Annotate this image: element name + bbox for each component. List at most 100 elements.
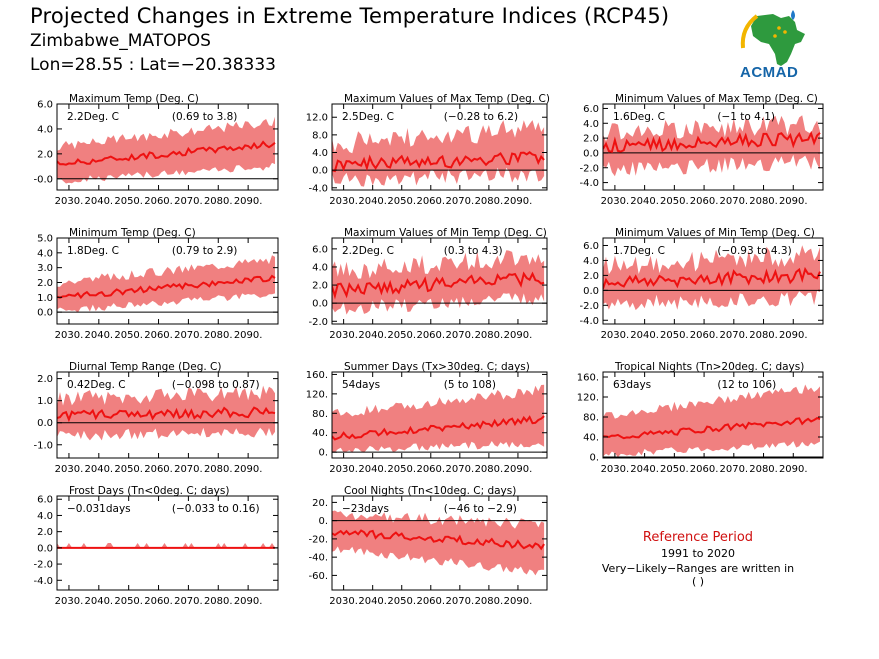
x-tick-label: 2090. [504,464,533,475]
x-tick-label: 2030. [329,596,358,607]
y-tick-label: 80. [583,413,599,424]
median-line [332,151,545,173]
water-drop-icon [791,10,795,20]
y-tick-label: 4.0 [583,256,599,267]
x-tick-label: 2070. [174,596,203,607]
y-tick-label: 0. [318,448,328,459]
plot-frame [56,237,279,325]
panel-stat: 2.2Deg. C [67,111,119,123]
y-tick-label: 3.0 [37,263,53,274]
acmad-logo-text: ACMAD [740,64,799,81]
x-tick-label: 2080. [204,596,233,607]
panel-range: (−1 to 4.1) [717,111,775,123]
chart-panel: -4.0 0.0 4.0 8.0 12.0 2030. 2040. 2050. 2060. 207… [306,93,550,207]
panel-stat: 0.42Deg. C [67,379,126,391]
y-tick-label: 2.0 [37,278,53,289]
station-name: Zimbabwe_MATOPOS [30,31,211,51]
panel-range: (−46 to −2.9) [444,503,517,515]
x-tick-label: 2040. [358,330,387,341]
y-tick-label: 0.0 [583,148,599,159]
x-tick-label: 2080. [475,596,504,607]
range-band [57,116,275,184]
x-tick-label: 2090. [779,464,808,475]
x-tick-label: 2080. [204,464,233,475]
plot-frame [331,237,548,325]
panel-stat: 2.2Deg. C [342,245,394,257]
x-tick-label: 2040. [84,196,113,207]
y-tick-label: 160. [577,373,599,384]
x-tick-label: 2070. [446,464,475,475]
x-tick-label: 2030. [55,596,84,607]
x-tick-label: 2080. [749,196,778,207]
x-tick-label: 2090. [504,330,533,341]
y-tick-label: -2.0 [308,317,328,328]
y-tick-label: -4.0 [579,316,599,327]
panel-title: Diurnal Temp Range (Deg. C) [69,361,221,373]
median-line [603,130,821,153]
x-tick-label: 2060. [144,330,173,341]
y-tick-label: 0.0 [312,166,328,177]
median-line [332,529,545,551]
x-tick-label: 2080. [204,196,233,207]
median-line [332,415,545,441]
x-tick-label: 2030. [55,196,84,207]
panel-title: Minimum Values of Min Temp (Deg. C) [615,227,815,239]
panel-range: (0.69 to 3.8) [172,111,238,123]
x-tick-label: 2080. [475,464,504,475]
y-tick-label: 2.0 [312,281,328,292]
x-tick-label: 2090. [779,330,808,341]
y-tick-label: 0.0 [583,286,599,297]
median-line [57,140,276,166]
y-tick-label: 20. [312,498,328,509]
x-tick-label: 2060. [416,464,445,475]
chart-panel: -2.0 0.0 2.0 4.0 6.0 2030. 2040. 2050. 2060. 2070… [308,227,548,341]
x-tick-label: 2070. [446,196,475,207]
y-tick-label: 40. [312,428,328,439]
chart-panel: -60. -40. -20. 0. 20. 2030. 2040. 2050. 2060. 207… [308,485,548,607]
plot-frame [331,495,548,591]
africa-map-icon [751,14,805,66]
x-tick-label: 2070. [174,330,203,341]
y-tick-label: -1.0 [33,440,53,451]
x-tick-label: 2090. [234,464,263,475]
x-tick-label: 2060. [690,196,719,207]
y-tick-label: 6.0 [37,100,53,111]
plot-frame [56,495,279,591]
panel-title: Frost Days (Tn<0deg. C; days) [69,485,229,497]
x-tick-label: 2050. [114,596,143,607]
x-tick-label: 2080. [749,464,778,475]
panel-stat: −0.031days [67,503,131,515]
x-tick-label: 2070. [719,196,748,207]
y-tick-label: 6.0 [583,241,599,252]
y-tick-label: 0.0 [37,308,53,319]
panel-stat: 2.5Deg. C [342,111,394,123]
range-band [332,384,545,453]
y-tick-label: 120. [306,389,328,400]
x-tick-label: 2060. [416,196,445,207]
y-tick-label: -4.0 [308,183,328,194]
y-tick-label: 0.0 [37,543,53,554]
panel-stat: 54days [342,379,380,391]
x-tick-label: 2060. [144,196,173,207]
x-tick-label: 2040. [358,196,387,207]
range-band [603,384,820,458]
y-tick-label: 0. [589,453,599,464]
x-tick-label: 2080. [475,196,504,207]
x-tick-label: 2090. [779,196,808,207]
panel-title: Minimum Values of Max Temp (Deg. C) [615,93,818,105]
x-tick-label: 2070. [174,464,203,475]
y-tick-label: 2.0 [583,271,599,282]
y-tick-label: 6.0 [583,104,599,115]
y-tick-label: -0.0 [33,174,53,185]
median-line [332,271,545,300]
panel-range: (−0.28 to 6.2) [444,111,518,123]
y-tick-label: 1.0 [37,396,53,407]
panel-range: (−0.93 to 4.3) [717,245,791,257]
reference-period-title: Reference Period [642,530,754,545]
x-tick-label: 2040. [358,464,387,475]
x-tick-label: 2030. [601,196,630,207]
panel-range: (5 to 108) [444,379,496,391]
median-line [57,406,276,423]
x-tick-label: 2050. [114,330,143,341]
